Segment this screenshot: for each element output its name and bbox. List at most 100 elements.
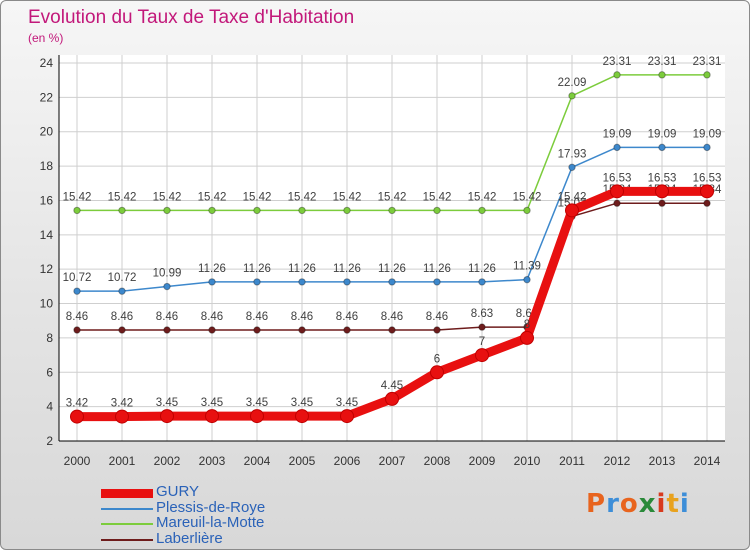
data-point: [568, 163, 576, 171]
data-point: [388, 326, 396, 334]
data-point: [343, 326, 351, 334]
data-label: 8.46: [66, 311, 88, 323]
data-point: [658, 71, 666, 79]
y-tick-label: 18: [40, 159, 54, 173]
y-tick-label: 24: [40, 56, 54, 70]
data-label: 3.45: [201, 397, 223, 409]
data-point: [73, 287, 81, 295]
data-label: 15.42: [243, 191, 272, 203]
data-point: [433, 206, 441, 215]
data-point: [163, 282, 171, 291]
legend-label: Laberlière: [156, 529, 223, 547]
data-label: 23.31: [603, 56, 632, 68]
legend-swatch: [101, 523, 153, 525]
data-point: [565, 203, 579, 218]
data-label: 10.72: [63, 272, 92, 284]
data-point: [658, 199, 666, 207]
data-point: [703, 71, 711, 79]
data-point: [208, 206, 216, 215]
data-point: [73, 206, 81, 215]
data-label: 16.53: [648, 172, 677, 184]
data-point: [73, 326, 81, 334]
data-label: 19.09: [648, 128, 677, 140]
y-tick-label: 2: [46, 434, 53, 448]
data-point: [253, 326, 261, 334]
data-label: 15.42: [423, 191, 452, 203]
data-point: [250, 409, 264, 424]
legend-label: GURY: [156, 483, 200, 500]
x-tick-label: 2014: [694, 454, 721, 468]
data-label: 11.26: [198, 263, 226, 275]
data-point: [298, 278, 306, 286]
data-label: 15.42: [378, 191, 407, 203]
data-label: 3.45: [291, 397, 313, 409]
data-label: 23.31: [648, 56, 677, 68]
data-label: 3.45: [246, 397, 268, 409]
logo-letter: x: [638, 489, 657, 519]
x-tick-label: 2004: [244, 454, 271, 468]
data-label: 3.45: [336, 397, 358, 409]
y-tick-label: 8: [46, 331, 53, 345]
data-point: [70, 409, 84, 424]
data-label: 3.45: [156, 397, 178, 409]
data-label: 15.42: [513, 191, 542, 203]
data-point: [433, 278, 441, 286]
data-label: 11.26: [423, 263, 451, 275]
data-point: [118, 326, 126, 334]
data-point: [253, 206, 261, 215]
data-point: [205, 409, 219, 424]
data-label: 15.42: [468, 191, 497, 203]
data-point: [430, 365, 444, 380]
data-point: [703, 143, 711, 152]
data-point: [658, 143, 666, 152]
data-label: 8.46: [291, 311, 313, 323]
data-point: [613, 143, 621, 152]
chart-unit: (en %): [28, 31, 64, 45]
y-tick-label: 10: [40, 297, 54, 311]
data-point: [613, 71, 621, 79]
data-label: 11.26: [468, 263, 496, 275]
legend-swatch: [101, 488, 153, 498]
data-point: [478, 323, 486, 331]
data-point: [340, 409, 354, 424]
data-label: 8.46: [201, 311, 223, 323]
data-point: [295, 409, 309, 424]
data-point: [613, 199, 621, 207]
y-tick-label: 16: [40, 193, 54, 207]
data-label: 19.09: [603, 128, 632, 140]
x-tick-label: 2012: [604, 454, 631, 468]
x-tick-label: 2003: [199, 454, 226, 468]
x-tick-label: 2002: [154, 454, 181, 468]
data-label: 8.46: [246, 311, 268, 323]
data-point: [298, 326, 306, 334]
data-point: [700, 184, 714, 199]
data-point: [253, 278, 261, 286]
data-point: [568, 92, 576, 100]
y-tick-label: 12: [40, 262, 54, 276]
data-point: [163, 326, 171, 334]
data-label: 8.46: [381, 311, 403, 323]
logo-letter: i: [656, 489, 667, 519]
data-point: [655, 184, 669, 199]
legend-swatch: [101, 538, 153, 541]
x-tick-label: 2011: [559, 454, 585, 468]
x-tick-label: 2010: [514, 454, 541, 468]
logo-letter: o: [619, 489, 639, 519]
data-point: [163, 206, 171, 215]
data-point: [385, 391, 399, 406]
data-point: [703, 199, 711, 207]
data-point: [160, 409, 174, 424]
data-point: [343, 206, 351, 215]
data-point: [298, 206, 306, 215]
data-label: 3.42: [111, 398, 133, 410]
data-label: 11.39: [513, 261, 541, 273]
data-label: 23.31: [693, 56, 722, 68]
data-label: 8.46: [156, 311, 178, 323]
data-label: 10.72: [108, 272, 137, 284]
data-label: 10.99: [153, 268, 182, 280]
legend-label: Plessis-de-Roye: [156, 498, 266, 516]
data-point: [208, 326, 216, 334]
data-label: 6: [434, 353, 440, 365]
